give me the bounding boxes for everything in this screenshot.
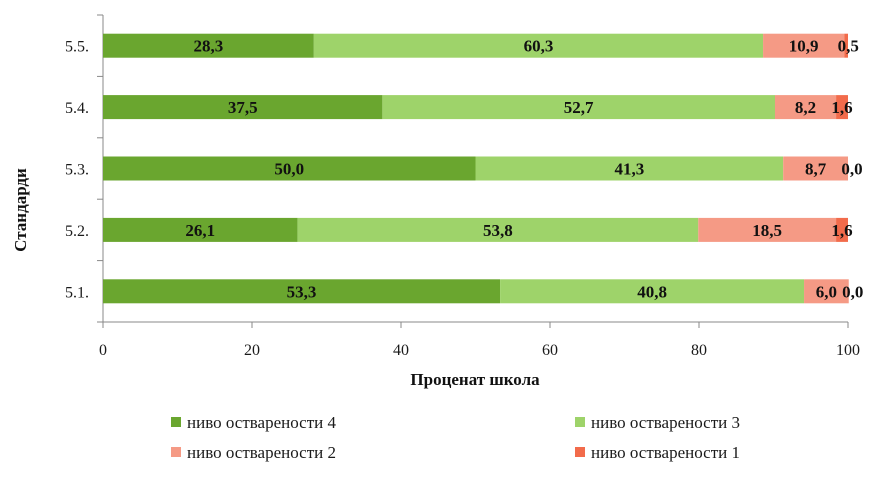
- bars: [103, 33, 849, 304]
- data-label: 0,0: [842, 282, 863, 301]
- legend-swatch: [171, 447, 181, 457]
- bar-segment: [844, 33, 848, 58]
- legend-label: ниво остварености 4: [187, 413, 336, 432]
- legend-label: ниво остварености 1: [591, 443, 740, 462]
- data-label: 0,0: [841, 160, 862, 179]
- bar-segment: [103, 279, 501, 304]
- data-label: 10,9: [789, 37, 819, 56]
- bar-segment: [297, 217, 699, 242]
- bar-segment: [475, 156, 784, 181]
- bar-segment: [763, 33, 845, 58]
- data-label: 50,0: [274, 160, 304, 179]
- legend: ниво остварености 4 ниво остварености 3 ни…: [171, 413, 740, 462]
- data-label: 41,3: [614, 160, 644, 179]
- x-tick-label: 60: [542, 342, 558, 359]
- data-label: 1,6: [831, 98, 852, 117]
- x-axis-title: Проценат школа: [410, 370, 540, 389]
- y-axis-title: Стандарди: [11, 168, 30, 252]
- bar-segment: [698, 217, 837, 242]
- data-label: 37,5: [228, 98, 258, 117]
- data-labels: 53,3 40,8 6,0 0,0 26,1 53,8 18,5 1,6 50,0 41,3 8,7…: [185, 37, 863, 302]
- bar-segment: [836, 217, 848, 242]
- bar-segment: [313, 33, 764, 58]
- y-tick-label: 5.1.: [65, 284, 89, 301]
- x-tick-label: 40: [393, 342, 409, 359]
- legend-swatch: [171, 417, 181, 427]
- data-label: 18,5: [752, 221, 782, 240]
- data-label: 28,3: [194, 37, 224, 56]
- data-label: 0,5: [838, 37, 859, 56]
- y-tick-label: 5.4.: [65, 100, 89, 117]
- data-label: 26,1: [185, 221, 215, 240]
- bar-segment: [783, 156, 848, 181]
- data-label: 53,3: [287, 282, 317, 301]
- bar-segment: [500, 279, 805, 304]
- x-tick-label: 0: [99, 342, 107, 359]
- bar-segment: [103, 33, 314, 58]
- data-label: 8,7: [805, 160, 827, 179]
- bar-segment: [774, 95, 837, 120]
- bar-segment: [836, 95, 848, 120]
- y-tick-label: 5.2.: [65, 223, 89, 240]
- bar-segment: [804, 279, 849, 304]
- legend-swatch: [575, 417, 585, 427]
- x-tick-label: 80: [691, 342, 707, 359]
- tick-labels: 0 20 40 60 80 100 5.1. 5.2. 5.3. 5.4. 5.5.: [65, 39, 860, 359]
- legend-swatch: [575, 447, 585, 457]
- data-label: 8,2: [795, 98, 816, 117]
- legend-label: ниво остварености 2: [187, 443, 336, 462]
- data-label: 1,6: [831, 221, 852, 240]
- legend-label: ниво остварености 3: [591, 413, 740, 432]
- y-tick-label: 5.5.: [65, 39, 89, 56]
- bar-segment: [103, 156, 476, 181]
- data-label: 40,8: [637, 282, 667, 301]
- data-label: 6,0: [816, 282, 837, 301]
- bar-segment: [103, 217, 298, 242]
- y-tick-label: 5.3.: [65, 162, 89, 179]
- data-label: 52,7: [564, 98, 594, 117]
- bar-segment: [382, 95, 775, 120]
- data-label: 60,3: [524, 37, 554, 56]
- bar-segment: [103, 95, 383, 120]
- x-tick-label: 100: [836, 342, 860, 359]
- data-label: 53,8: [483, 221, 513, 240]
- x-tick-label: 20: [244, 342, 260, 359]
